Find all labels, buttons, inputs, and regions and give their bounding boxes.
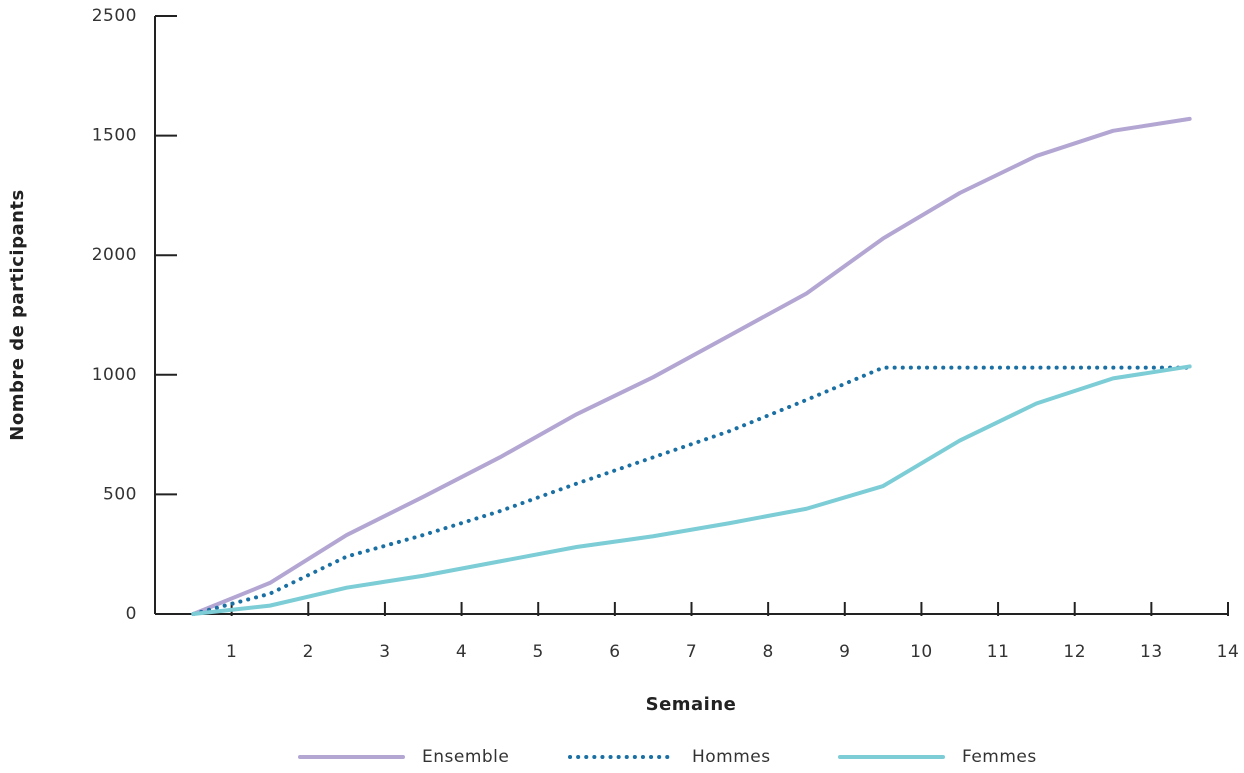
x-tick-label: 9	[839, 642, 850, 662]
x-tick-label: 1	[226, 642, 237, 662]
legend-label: Ensemble	[422, 747, 509, 767]
x-tick-label: 14	[1217, 642, 1240, 662]
x-tick-label: 5	[533, 642, 544, 662]
legend-label: Hommes	[692, 747, 771, 767]
y-tick-label: 0	[126, 604, 137, 624]
x-tick-label: 11	[987, 642, 1010, 662]
x-tick-label: 6	[609, 642, 620, 662]
y-axis-title: Nombre de participants	[7, 189, 28, 440]
x-tick-label: 4	[456, 642, 467, 662]
x-tick-label: 13	[1140, 642, 1163, 662]
x-tick-label: 2	[303, 642, 314, 662]
y-tick-label: 500	[103, 484, 137, 504]
legend-label: Femmes	[962, 747, 1037, 767]
y-tick-label: 1500	[92, 126, 137, 146]
line-series	[191, 365, 1192, 616]
y-tick-label: 2500	[92, 6, 137, 26]
y-tick-label: 2000	[92, 245, 137, 265]
line-series	[191, 364, 1192, 616]
line-series	[191, 116, 1192, 616]
x-tick-label: 10	[910, 642, 933, 662]
x-tick-label: 7	[686, 642, 697, 662]
x-tick-label: 8	[762, 642, 773, 662]
x-tick-label: 3	[379, 642, 390, 662]
y-tick-label: 1000	[92, 365, 137, 385]
x-axis-title: Semaine	[646, 694, 737, 715]
x-tick-label: 12	[1063, 642, 1086, 662]
